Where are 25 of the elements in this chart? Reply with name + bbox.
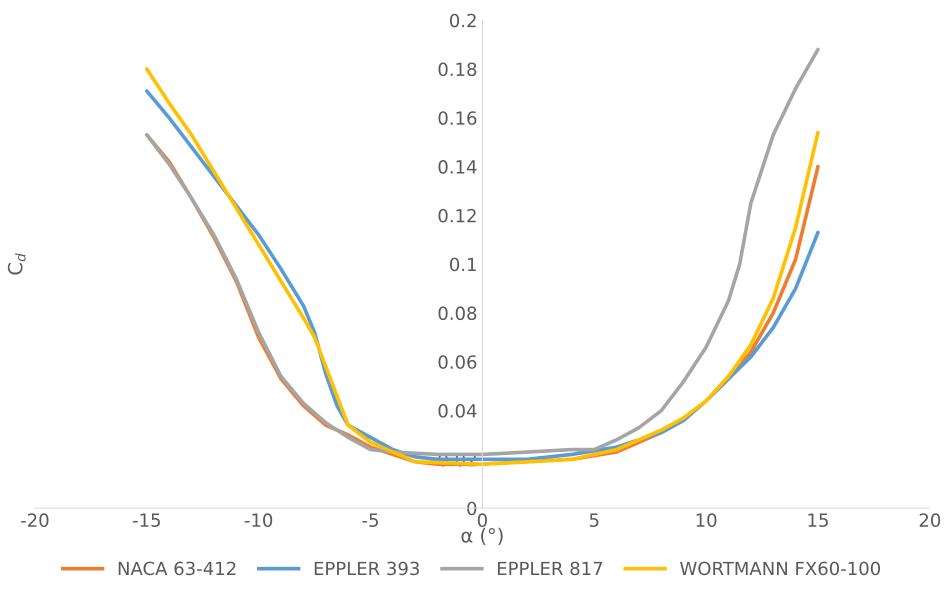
y-tick-label: 0.18	[438, 62, 476, 76]
x-tick-label: 15	[808, 514, 828, 527]
y-tick-label: 0	[467, 502, 476, 516]
x-tick-label: 10	[696, 513, 716, 527]
y-tick-label: 0.04	[438, 404, 477, 418]
x-tick-label: -10	[244, 513, 272, 527]
y-tick-label: 0.16	[438, 111, 476, 125]
x-tick-label: 5	[590, 514, 598, 527]
y-tick-label: 0.08	[438, 306, 476, 320]
x-axis-title: α (°)	[462, 528, 503, 546]
legend-label: EPPLER 817	[498, 562, 602, 576]
y-tick-label: 0.2	[450, 14, 476, 28]
x-tick-label: -20	[21, 513, 48, 527]
y-tick-label: 0.1	[450, 258, 476, 272]
legend-label: EPPLER 393	[314, 562, 419, 576]
x-tick-label: 20	[920, 513, 940, 527]
y-axis-title: C$_{d}$	[8, 253, 26, 275]
x-tick-label: -15	[132, 514, 160, 527]
y-tick-label: 0.06	[438, 355, 476, 369]
y-tick-label: 0.14	[438, 160, 477, 174]
x-tick-label: -5	[362, 514, 378, 527]
legend-label: NACA 63-412	[118, 562, 236, 576]
legend-label: WORTMANN FX60-100	[680, 562, 880, 576]
x-tick-label: 0	[478, 513, 487, 527]
y-tick-label: 0.12	[438, 208, 476, 223]
